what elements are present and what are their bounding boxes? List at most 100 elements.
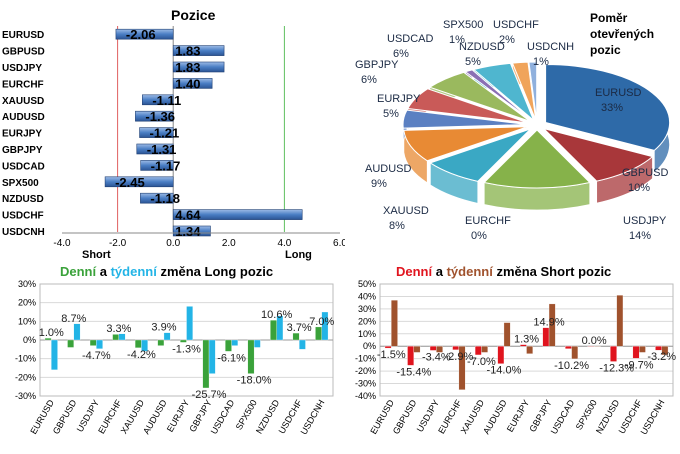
pie-label-percent: 14%: [629, 230, 651, 242]
pie-label-name: GBPUSD: [622, 167, 669, 179]
position-bar: [172, 225, 211, 237]
short-changes-title: Denní a týdenní změna Short pozic: [396, 264, 611, 279]
y-tick-label: -10%: [355, 354, 376, 364]
data-label: -25.7%: [192, 389, 227, 401]
change-bar: [157, 339, 165, 346]
pie-slice: [545, 63, 671, 151]
pie-label-percent: 0%: [471, 230, 487, 242]
category-label: XAUUSD: [2, 96, 44, 107]
position-bar: [135, 110, 174, 122]
y-tick-label: -10%: [15, 354, 36, 364]
value-label: -2.06: [126, 27, 156, 42]
value-label: -1.36: [145, 109, 175, 124]
category-label: USDCNH: [2, 227, 45, 238]
pie-label-percent: 6%: [393, 48, 409, 60]
pie-label-percent: 10%: [628, 182, 650, 194]
change-bar: [436, 346, 443, 353]
change-bar: [520, 344, 527, 347]
pie-label-percent: 1%: [533, 56, 549, 68]
change-bar: [384, 346, 392, 349]
data-label: -15.4%: [396, 366, 431, 378]
pie-slice: [428, 71, 531, 122]
change-bar: [497, 346, 505, 364]
y-tick-label: 30%: [18, 280, 36, 289]
y-tick-label: 40%: [358, 291, 376, 301]
change-bar: [526, 346, 533, 354]
change-bar: [276, 315, 284, 341]
category-label: USDCAD: [2, 161, 45, 172]
data-label: -3.2%: [647, 351, 676, 363]
long-changes-chart: -30%-20%-10%0%10%20%30%EURUSDGBPUSDUSDJP…: [15, 279, 334, 436]
change-bar: [321, 311, 329, 341]
change-bar: [51, 339, 58, 371]
category-label: EURCHF: [2, 79, 44, 90]
data-label: -10.2%: [554, 360, 589, 372]
pie-slice: [528, 61, 538, 121]
y-tick-label: -30%: [15, 391, 36, 401]
y-tick-label: -20%: [15, 372, 36, 382]
pie-slice: [483, 129, 591, 189]
category-label: NZDUSD: [2, 194, 44, 205]
y-tick-label: -30%: [355, 379, 376, 389]
position-bar: [172, 45, 225, 56]
pie-slice: [429, 128, 531, 182]
data-label: -6.1%: [217, 352, 246, 364]
change-bar: [67, 339, 74, 348]
data-label: 7.0%: [309, 316, 334, 328]
change-bar: [593, 346, 601, 347]
data-label: -1.3%: [172, 343, 201, 355]
category-label: AUDUSD: [2, 112, 45, 123]
pie-label-name: USDJPY: [623, 215, 667, 227]
x-tick-label: -4.0: [53, 238, 71, 249]
change-bar: [481, 346, 488, 353]
title-rest: změna Short pozic: [492, 264, 612, 279]
category-label: USDCHF: [2, 211, 44, 222]
y-tick-label: -40%: [355, 391, 376, 401]
pie-label-name: GBPJPY: [355, 59, 399, 71]
value-label: -2.45: [115, 175, 145, 190]
short-changes-chart: -40%-30%-20%-10%0%10%20%30%40%50%EURUSDG…: [355, 279, 676, 436]
change-bar: [639, 346, 646, 353]
pie-label-name: XAUUSD: [383, 205, 429, 217]
x-tick-label: SPX500: [234, 398, 259, 432]
pie-label-percent: 8%: [389, 220, 405, 232]
change-bar: [134, 339, 142, 348]
change-bar: [253, 339, 261, 348]
change-bar: [247, 339, 255, 374]
value-label: 4.64: [175, 208, 201, 223]
change-bar: [112, 334, 120, 341]
data-label: 14.9%: [533, 317, 564, 329]
data-label: -4.2%: [127, 349, 156, 361]
pie-label-name: EURCHF: [465, 215, 511, 227]
change-bar: [429, 346, 437, 351]
position-bar: [139, 127, 174, 138]
pie-label-name: EURUSD: [595, 87, 642, 99]
category-label: SPX500: [2, 178, 39, 189]
change-bar: [452, 346, 460, 350]
pie-label-name: USDCHF: [493, 19, 539, 31]
change-bar: [565, 346, 572, 349]
position-bar: [142, 94, 174, 106]
y-tick-label: 10%: [18, 316, 36, 326]
plot-area: [379, 283, 674, 397]
value-label: 1.34: [175, 224, 201, 239]
value-label: -1.17: [151, 158, 181, 173]
positions-chart: Pozice EURUSD -2.06 GBPUSD 1.83 USDJPY 1.83 EUR…: [2, 7, 347, 261]
pie-slice: [472, 62, 535, 121]
pie-slice: [542, 127, 654, 182]
data-label: -7.0%: [467, 356, 496, 368]
change-bar: [391, 300, 398, 347]
pie-label-name: NZDUSD: [459, 41, 505, 53]
change-bar: [655, 346, 662, 351]
change-bar: [503, 322, 511, 347]
x-tick-label: SPX500: [574, 398, 599, 432]
y-tick-label: 20%: [18, 298, 36, 308]
value-label: 1.40: [175, 76, 200, 91]
long-changes-title: Denní a týdenní změna Long pozic: [60, 264, 273, 279]
data-label: -12.3%: [599, 363, 634, 375]
title-daily: Denní: [396, 264, 433, 279]
value-label: -1.21: [150, 126, 180, 141]
short-changes-panel: -40% -30% -20% -10% 0% 10% 20% 30% 40% 50% EURUSD G…: [340, 279, 680, 449]
value-label: -1.11: [152, 93, 181, 108]
x-tick-label: 4.0: [277, 238, 291, 249]
